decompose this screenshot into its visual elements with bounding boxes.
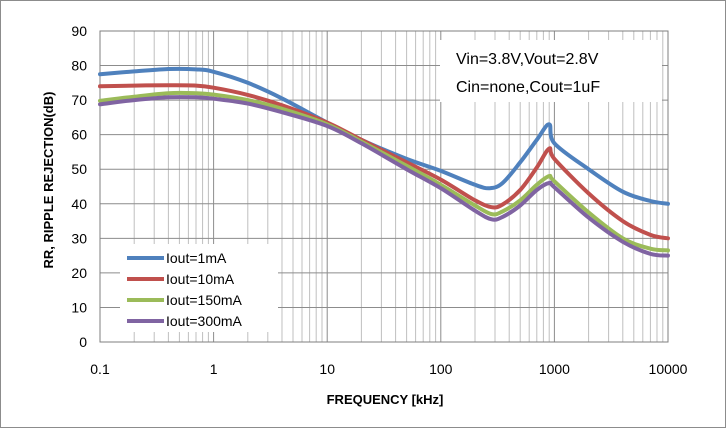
legend-label-iout-300ma: Iout=300mA: [166, 313, 243, 329]
plot-area-border: [99, 30, 669, 343]
x-tick-label: 1000: [539, 361, 570, 377]
series-line-iout-300ma: [98, 95, 670, 258]
y-axis-title: RR, RIPPLE REJECTION(dB): [41, 92, 56, 269]
annotation-box: Vin=3.8V,Vout=2.8V Cin=none,Cout=1uF: [440, 40, 662, 102]
legend-label-iout-1ma: Iout=1mA: [166, 250, 227, 266]
series-line-iout-10ma: [98, 83, 670, 241]
y-tick-label: 60: [71, 127, 87, 143]
y-tick-label: 0: [79, 334, 87, 350]
x-tick-label: 10000: [649, 361, 688, 377]
y-tick-label: 40: [71, 196, 87, 212]
legend-label-iout-10ma: Iout=10mA: [166, 271, 235, 287]
x-axis-tick-labels: 0.1 1 10 100 1000 10000: [90, 361, 687, 377]
y-tick-label: 20: [71, 265, 87, 281]
x-tick-label: 10: [319, 361, 335, 377]
y-tick-label: 50: [71, 161, 87, 177]
annotation-line-1: Vin=3.8V,Vout=2.8V: [456, 51, 599, 68]
legend-label-iout-150ma: Iout=150mA: [166, 292, 243, 308]
x-axis-title: FREQUENCY [kHz]: [327, 392, 444, 407]
x-tick-label: 1: [210, 361, 218, 377]
series-line-iout-150ma: [98, 90, 670, 253]
x-tick-label: 100: [429, 361, 453, 377]
y-tick-label: 10: [71, 299, 87, 315]
y-tick-label: 80: [71, 58, 87, 74]
y-tick-label: 90: [71, 23, 87, 39]
y-axis-tick-labels: 0 10 20 30 40 50 60 70 80 90: [71, 23, 87, 350]
series-line-iout-1ma: [98, 66, 670, 206]
series-lines: [98, 66, 670, 258]
legend: Iout=1mA Iout=10mA Iout=150mA Iout=300mA: [120, 244, 278, 332]
x-tick-label: 0.1: [90, 361, 110, 377]
y-tick-label: 30: [71, 230, 87, 246]
annotation-line-2: Cin=none,Cout=1uF: [456, 79, 600, 96]
y-tick-label: 70: [71, 92, 87, 108]
